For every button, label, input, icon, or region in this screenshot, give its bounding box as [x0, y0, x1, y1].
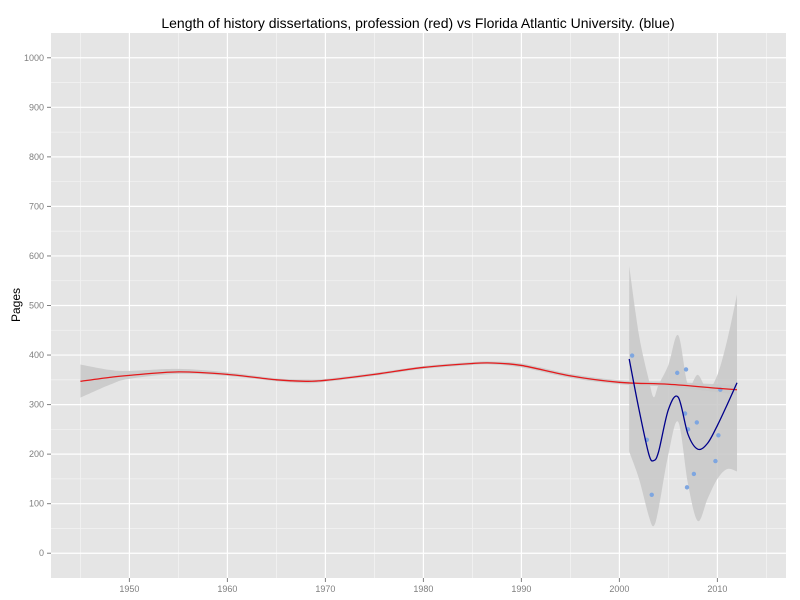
y-tick-label: 1000	[24, 53, 44, 63]
fau-data-point	[629, 353, 635, 358]
chart-title: Length of history dissertations, profess…	[161, 15, 674, 31]
y-tick-label: 800	[29, 152, 44, 162]
x-tick-label: 2000	[609, 584, 629, 594]
fau-data-point	[694, 420, 700, 425]
fau-smooth-line	[628, 358, 738, 462]
x-tick-label: 1980	[413, 584, 433, 594]
fau-data-point	[683, 367, 689, 372]
y-axis-label: Pages	[9, 288, 23, 322]
plot-area: 1950 1960 1970 1980 1990 2000 2010 0 100 200 300 40…	[24, 33, 786, 594]
y-tick-label: 300	[29, 400, 44, 410]
y-tick-label: 0	[39, 548, 44, 558]
fau-confidence-band	[629, 265, 737, 527]
fau-data-point	[716, 433, 721, 438]
x-tick-label: 1950	[119, 584, 139, 594]
fau-data-point	[713, 458, 718, 464]
fau-data-point	[684, 485, 690, 490]
y-tick-label: 700	[29, 201, 44, 211]
fau-data-point	[691, 471, 697, 477]
y-tick-label: 500	[29, 301, 44, 311]
x-tick-label: 1960	[217, 584, 237, 594]
fau-data-point	[675, 370, 680, 376]
profession-confidence-band	[80, 361, 737, 398]
y-tick-label: 600	[29, 251, 44, 261]
y-tick-label: 900	[29, 102, 44, 112]
fau-data-point	[649, 492, 654, 497]
x-tick-label: 1970	[315, 584, 335, 594]
y-tick-label: 400	[29, 350, 44, 360]
y-tick-label: 200	[29, 449, 44, 459]
y-tick-label: 100	[29, 499, 44, 509]
x-tick-label: 2010	[707, 584, 727, 594]
profession-smooth-line	[80, 362, 738, 391]
x-tick-label: 1990	[511, 584, 531, 594]
fau-data-point	[682, 411, 688, 416]
